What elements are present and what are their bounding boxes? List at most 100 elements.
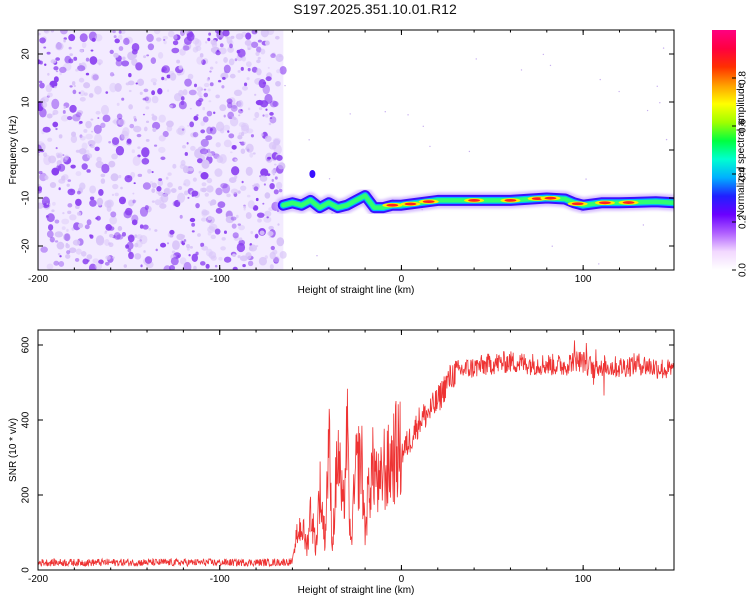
noise-blob xyxy=(245,143,254,153)
noise-speck xyxy=(662,47,665,49)
noise-blob xyxy=(214,264,218,268)
noise-blob xyxy=(165,176,169,180)
noise-blob xyxy=(108,242,112,245)
noise-blob xyxy=(121,97,125,101)
noise-blob xyxy=(52,113,55,116)
noise-blob xyxy=(167,89,170,93)
noise-blob xyxy=(125,82,130,86)
noise-blob xyxy=(269,182,275,190)
noise-blob xyxy=(129,123,135,129)
noise-blob xyxy=(172,40,179,46)
noise-blob xyxy=(100,173,106,178)
noise-blob xyxy=(275,80,281,87)
noise-blob xyxy=(147,43,155,51)
noise-blob xyxy=(54,240,59,243)
noise-blob xyxy=(51,167,60,176)
noise-blob xyxy=(238,114,241,117)
noise-blob xyxy=(117,226,123,232)
noise-blob xyxy=(114,192,119,197)
noise-blob xyxy=(179,257,187,265)
noise-blob xyxy=(178,185,183,190)
noise-blob xyxy=(128,89,132,93)
noise-blob xyxy=(81,163,88,170)
noise-blob xyxy=(127,248,132,253)
noise-blob xyxy=(77,65,86,72)
noise-blob xyxy=(210,199,217,206)
colorbar-ticks: 0.0 0.2 0.4 0.6 0.8 xyxy=(732,71,749,277)
colorbar-label: Normalized spectral amplitude xyxy=(736,82,747,217)
noise-blob xyxy=(176,233,185,241)
noise-blob xyxy=(260,48,266,55)
noise-blob xyxy=(276,154,283,161)
noise-blob xyxy=(142,113,146,116)
noise-blob xyxy=(65,254,71,259)
noise-blob xyxy=(55,70,59,73)
noise-blob xyxy=(226,193,231,198)
noise-blob xyxy=(220,72,229,80)
noise-blob xyxy=(54,219,60,224)
noise-blob xyxy=(115,145,125,156)
noise-blob xyxy=(191,253,198,262)
noise-blob xyxy=(39,37,46,44)
noise-blob xyxy=(116,113,123,120)
noise-blob xyxy=(209,82,214,87)
noise-speck xyxy=(384,111,386,113)
noise-blob xyxy=(230,35,235,39)
noise-blob xyxy=(202,106,206,111)
noise-blob xyxy=(210,47,216,53)
noise-blob xyxy=(243,208,246,211)
noise-blob xyxy=(199,53,204,58)
noise-blob xyxy=(230,216,237,221)
noise-blob xyxy=(273,257,280,264)
noise-blob xyxy=(186,141,189,145)
noise-blob xyxy=(153,30,161,35)
noise-blob xyxy=(95,110,101,115)
noise-blob xyxy=(247,107,251,111)
noise-blob xyxy=(69,85,73,88)
noise-blob xyxy=(109,49,114,55)
noise-blob xyxy=(151,182,157,189)
y-tick-label: 20 xyxy=(21,48,32,60)
noise-blob xyxy=(233,89,243,97)
noise-blob xyxy=(200,172,209,180)
noise-blob xyxy=(269,264,274,270)
noise-blob xyxy=(76,211,82,216)
x-tick-label: 100 xyxy=(575,274,592,285)
noise-blob xyxy=(234,175,238,179)
noise-blob xyxy=(142,224,149,230)
noise-blob xyxy=(85,72,90,76)
noise-blob xyxy=(86,169,91,173)
noise-blob xyxy=(257,218,262,223)
noise-blob xyxy=(223,114,226,118)
noise-blob xyxy=(215,142,221,148)
noise-blob xyxy=(269,235,272,239)
noise-blob xyxy=(91,73,100,82)
noise-blob xyxy=(189,245,193,249)
noise-blob xyxy=(102,114,111,123)
signal-hotspot-core xyxy=(404,202,417,206)
noise-blob xyxy=(193,83,198,88)
noise-blob xyxy=(214,228,221,235)
noise-blob xyxy=(258,256,267,266)
noise-blob xyxy=(216,155,224,163)
noise-blob xyxy=(219,104,227,112)
noise-blob xyxy=(128,72,132,78)
noise-blob xyxy=(53,76,59,83)
noise-blob xyxy=(81,251,87,257)
noise-blob xyxy=(89,185,97,194)
noise-blob xyxy=(144,96,152,104)
noise-blob xyxy=(137,146,141,149)
noise-blob xyxy=(200,129,206,134)
noise-blob xyxy=(38,170,43,175)
noise-blob xyxy=(68,34,76,42)
noise-blob xyxy=(78,91,81,95)
noise-blob xyxy=(241,85,248,91)
noise-blob xyxy=(237,100,244,108)
noise-blob xyxy=(269,117,273,120)
noise-blob xyxy=(156,37,162,42)
y-tick-label: 0 xyxy=(21,147,32,153)
noise-blob xyxy=(59,30,68,35)
noise-blob xyxy=(260,133,264,137)
